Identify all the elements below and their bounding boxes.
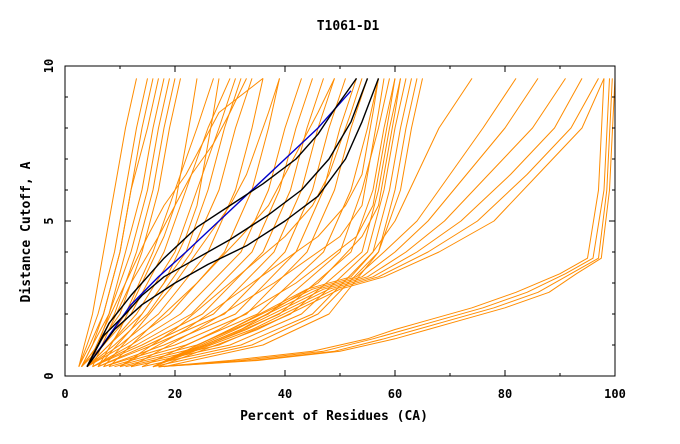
- x-tick-label: 100: [604, 387, 626, 401]
- y-tick-label: 10: [42, 59, 56, 73]
- series-layer: [79, 78, 615, 366]
- x-tick-label: 40: [278, 387, 292, 401]
- x-axis-label: Percent of Residues (CA): [240, 409, 428, 424]
- series-line-highlight-black-54: [87, 78, 368, 366]
- x-tick-label: 80: [498, 387, 512, 401]
- x-tick-label: 0: [61, 387, 68, 401]
- y-tick-label: 0: [42, 372, 56, 379]
- x-tick-label: 60: [388, 387, 402, 401]
- chart-title: T1061-D1: [317, 19, 380, 34]
- y-tick-label: 5: [42, 217, 56, 224]
- series-line-models-25: [126, 78, 401, 366]
- series-line-models-41: [153, 78, 472, 366]
- y-axis-label: Distance Cutoff, A: [19, 161, 34, 302]
- series-line-models-35: [109, 78, 335, 366]
- series-line-models-37: [120, 78, 379, 366]
- series-line-highlight-black-53: [87, 78, 357, 366]
- x-tick-label: 20: [168, 387, 182, 401]
- series-line-highlight-black-55: [87, 78, 379, 366]
